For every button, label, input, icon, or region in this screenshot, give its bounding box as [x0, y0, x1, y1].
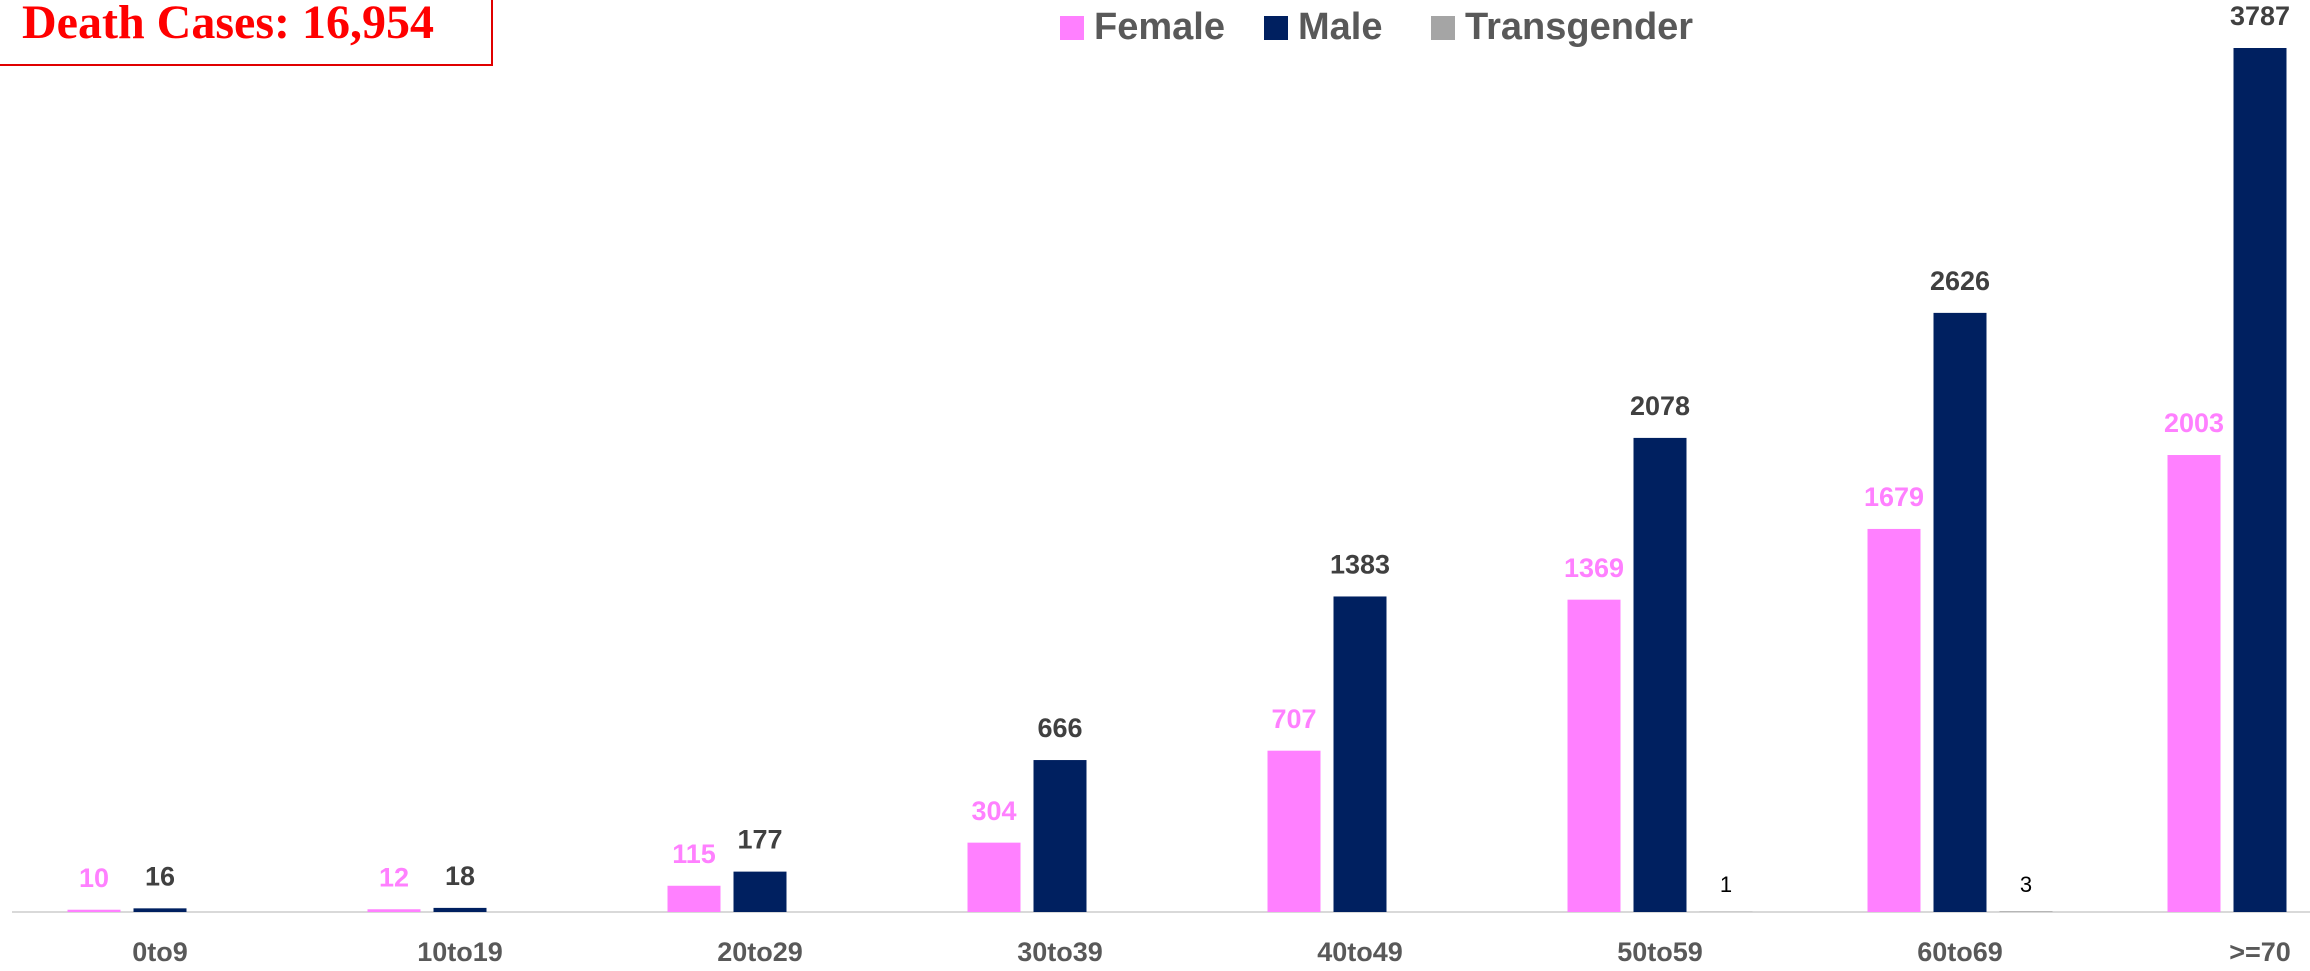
bar — [2233, 48, 2287, 912]
legend-label: Transgender — [1465, 6, 1693, 48]
data-label: 2626 — [1930, 266, 1990, 296]
legend-swatch — [1264, 16, 1288, 40]
bar — [1033, 760, 1087, 912]
bar — [1933, 312, 1987, 912]
bar — [433, 907, 487, 912]
legend-label: Female — [1094, 6, 1225, 48]
bar — [667, 885, 721, 912]
data-label: 2078 — [1630, 391, 1690, 421]
legend-swatch — [1060, 16, 1084, 40]
data-label: 1369 — [1564, 553, 1624, 583]
x-tick-label: 10to19 — [417, 937, 503, 967]
bar — [67, 909, 121, 912]
x-tick-label: >=70 — [2229, 937, 2291, 967]
bar — [133, 908, 187, 912]
bar — [2167, 455, 2221, 912]
bar — [967, 842, 1021, 912]
x-tick-label: 30to39 — [1017, 937, 1103, 967]
bar — [367, 909, 421, 912]
data-label: 707 — [1271, 704, 1316, 734]
data-label: 3787 — [2230, 1, 2290, 31]
data-label: 18 — [445, 861, 475, 891]
bar — [1867, 528, 1921, 912]
bar — [1333, 596, 1387, 912]
bar — [1567, 599, 1621, 912]
data-label: 1679 — [1864, 482, 1924, 512]
bar — [1999, 911, 2053, 912]
x-tick-label: 50to59 — [1617, 937, 1703, 967]
x-tick-label: 60to69 — [1917, 937, 2003, 967]
data-label: 3 — [2020, 872, 2032, 897]
data-label: 10 — [79, 863, 109, 893]
chart-title: Death Cases: 16,954 — [22, 0, 434, 49]
data-label: 16 — [145, 861, 175, 891]
legend-swatch — [1431, 16, 1455, 40]
x-tick-label: 0to9 — [132, 937, 188, 967]
bar — [733, 871, 787, 912]
data-label: 2003 — [2164, 408, 2224, 438]
data-label: 115 — [672, 839, 716, 869]
bar — [1267, 750, 1321, 912]
x-tick-label: 40to49 — [1317, 937, 1403, 967]
legend-label: Male — [1298, 6, 1382, 48]
data-label: 666 — [1037, 713, 1082, 743]
data-label: 1383 — [1330, 550, 1390, 580]
bar — [1633, 437, 1687, 912]
x-tick-label: 20to29 — [717, 937, 803, 967]
title-box — [0, 0, 493, 66]
data-label: 304 — [971, 796, 1016, 826]
data-label: 1 — [1720, 872, 1732, 897]
data-label: 12 — [379, 862, 409, 892]
data-label: 177 — [737, 825, 782, 855]
